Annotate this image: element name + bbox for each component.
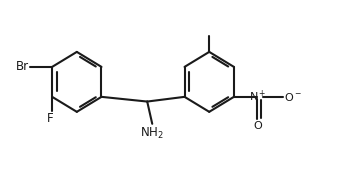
Text: N$^+$: N$^+$	[248, 89, 266, 105]
Text: NH$_2$: NH$_2$	[140, 125, 164, 141]
Text: O: O	[253, 121, 262, 131]
Text: F: F	[47, 112, 54, 125]
Text: Br: Br	[16, 60, 29, 73]
Text: O$^-$: O$^-$	[284, 91, 302, 103]
